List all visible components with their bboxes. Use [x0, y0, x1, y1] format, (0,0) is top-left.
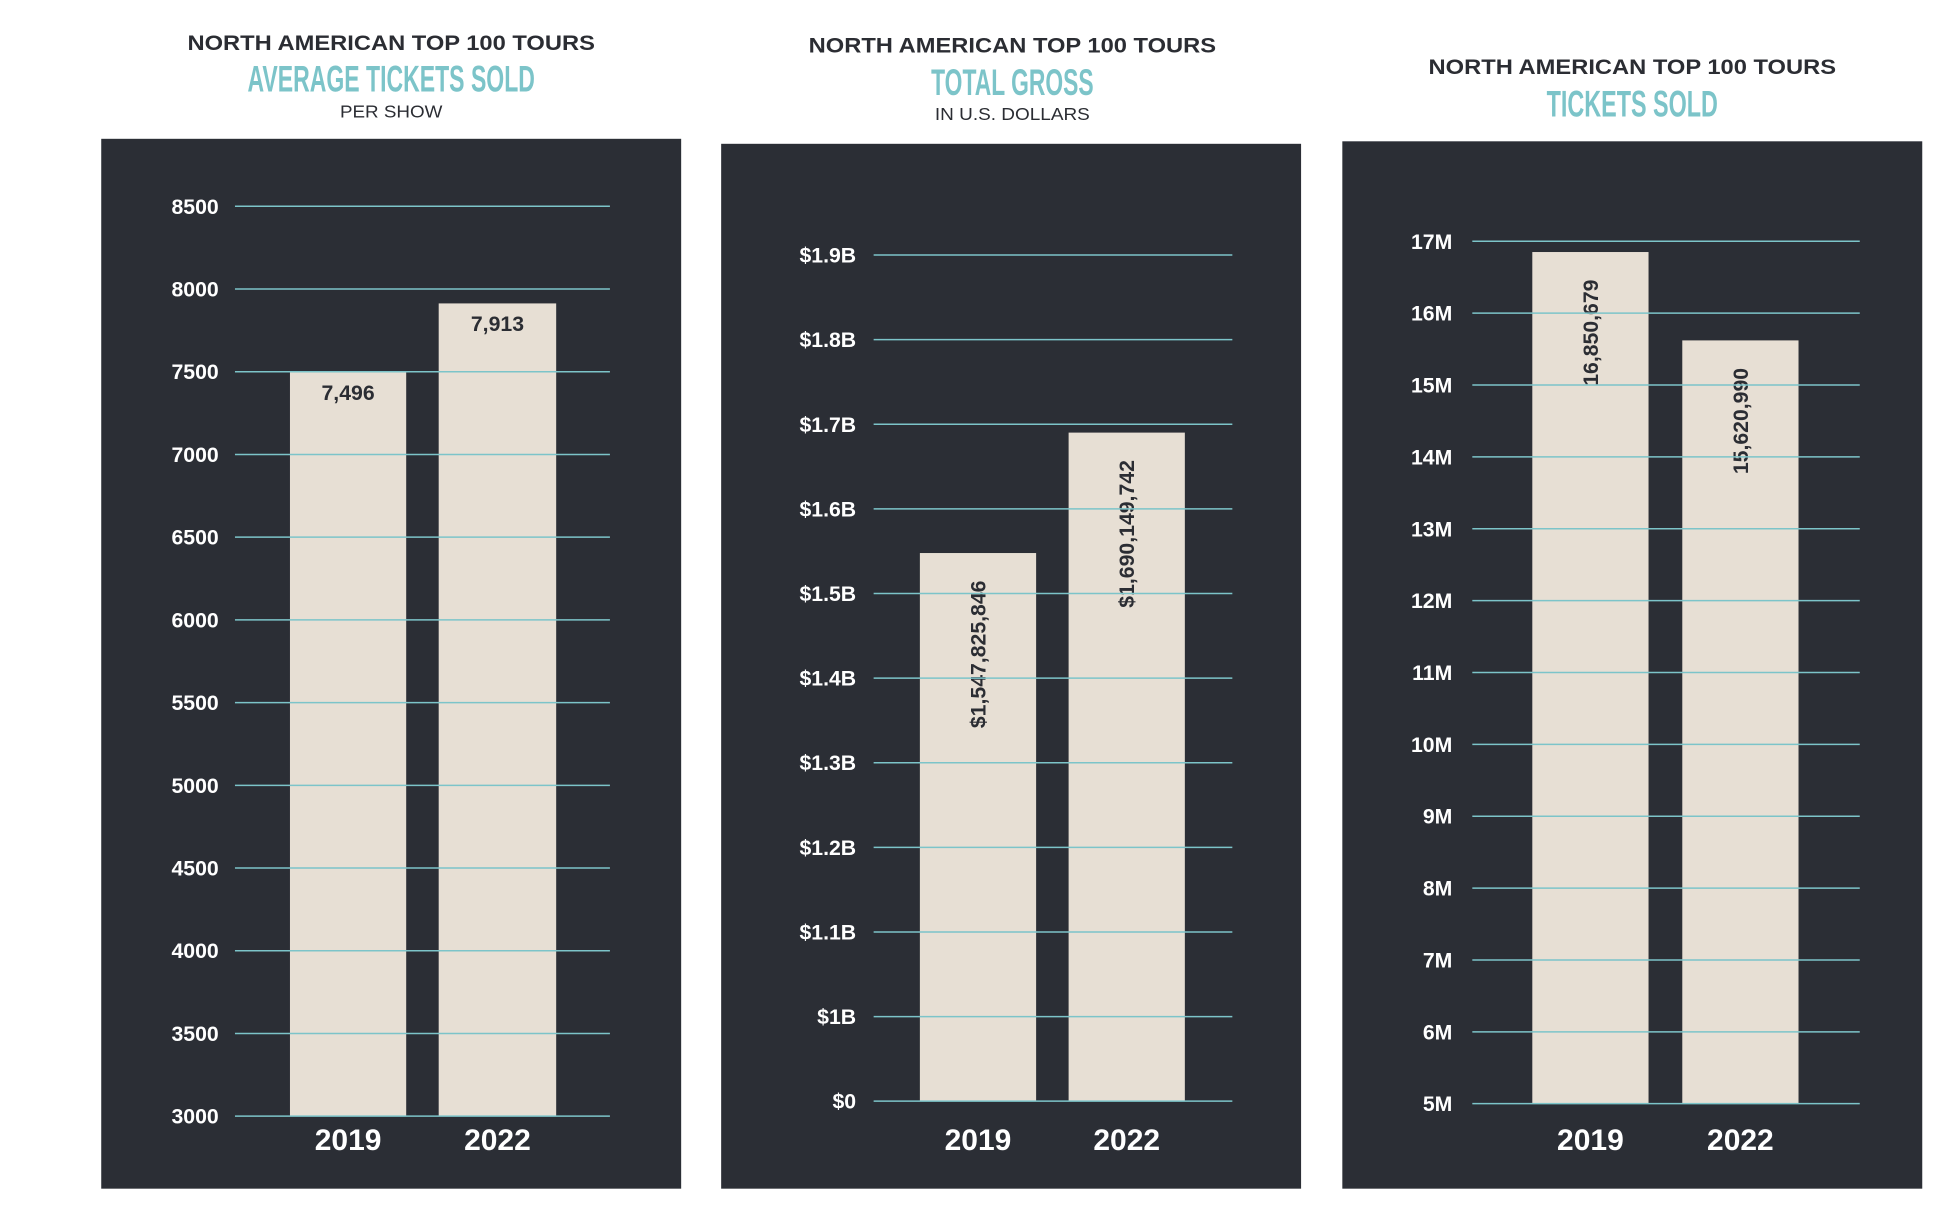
chart-3-title: TICKETS SOLD: [1547, 82, 1718, 124]
bar-2019: [1532, 252, 1649, 1104]
bar-2022: [1068, 432, 1185, 1102]
y-tick-label: $1.4B: [799, 667, 856, 691]
y-tick-label: 7M: [1423, 948, 1453, 972]
y-tick-label: 12M: [1411, 589, 1452, 613]
y-tick-label: $1.6B: [799, 497, 856, 521]
bar-2019: [919, 553, 1037, 1102]
y-tick-label: $1.1B: [799, 920, 856, 944]
data-label: 15,620,990: [1729, 368, 1753, 474]
y-tick-label: $1.2B: [799, 836, 856, 860]
x-tick-label: 2019: [315, 1124, 382, 1157]
y-tick-label: 14M: [1411, 445, 1452, 469]
chart-2-supertitle: NORTH AMERICAN TOP 100 TOURS: [809, 34, 1216, 58]
y-tick-label: $1B: [817, 1005, 856, 1029]
y-tick-label: 13M: [1411, 517, 1452, 541]
y-tick-label: 8000: [171, 278, 218, 302]
chart-3-plot: 5M 6M 7M 8M 9M 10M 11M 12M 13M 14M 15M 16M 17M 16,850…: [1342, 141, 1923, 1189]
chart-2-subtitle: IN U.S. DOLLARS: [935, 104, 1090, 124]
y-tick-label: 16M: [1411, 302, 1452, 326]
y-tick-label: 17M: [1411, 230, 1452, 254]
x-tick-label: 2022: [1707, 1124, 1774, 1157]
y-tick-label: 3500: [171, 1022, 218, 1046]
y-tick-label: $1.3B: [799, 751, 856, 775]
y-tick-label: 15M: [1411, 374, 1452, 398]
y-tick-label: 4500: [171, 857, 218, 881]
y-tick-label: 6M: [1423, 1020, 1453, 1044]
y-tick-label: $1.7B: [799, 413, 856, 437]
y-tick-label: 7000: [171, 443, 218, 467]
chart-2-plot: $0 $1B $1.1B $1.2B $1.3B $1.4B $1.5B $1.6B $1.7B…: [721, 143, 1302, 1189]
y-tick-label: 6500: [171, 526, 218, 550]
x-tick-label: 2022: [1093, 1124, 1160, 1157]
x-tick-label: 2019: [945, 1124, 1012, 1157]
y-tick-label: 3000: [171, 1105, 218, 1129]
y-tick-label: 5000: [171, 774, 218, 798]
data-label: $1,547,825,846: [966, 580, 990, 728]
chart-2-title: TOTAL GROSS: [931, 61, 1093, 103]
bar-2019: [289, 372, 407, 1117]
y-tick-label: 9M: [1423, 805, 1453, 829]
bar-2022: [1682, 340, 1799, 1104]
x-tick-label: 2022: [464, 1124, 531, 1157]
data-label: $1,690,149,742: [1115, 460, 1139, 608]
chart-1-title: AVERAGE TICKETS SOLD: [247, 57, 534, 99]
bar-2022: [438, 303, 557, 1117]
chart-1: NORTH AMERICAN TOP 100 TOURS AVERAGE TIC…: [187, 31, 594, 121]
chart-1-supertitle: NORTH AMERICAN TOP 100 TOURS: [187, 31, 594, 55]
y-tick-label: $1.8B: [799, 328, 856, 352]
y-tick-label: 4000: [171, 939, 218, 963]
chart-3: NORTH AMERICAN TOP 100 TOURS TICKETS SOL…: [1429, 55, 1836, 124]
chart-3-supertitle: NORTH AMERICAN TOP 100 TOURS: [1429, 55, 1836, 79]
x-tick-label: 2019: [1557, 1124, 1624, 1157]
data-label: 16,850,679: [1579, 279, 1603, 385]
y-tick-label: 10M: [1411, 733, 1452, 757]
y-tick-label: 8M: [1423, 877, 1453, 901]
y-tick-label: 5500: [171, 691, 218, 715]
y-tick-label: 11M: [1412, 661, 1452, 685]
y-tick-label: $1.5B: [799, 582, 856, 606]
chart-1-plot: 3000 3500 4000 4500 5000 5500 6000 6500 7000 7500…: [101, 138, 682, 1189]
chart-2: NORTH AMERICAN TOP 100 TOURS TOTAL GROSS…: [809, 34, 1216, 124]
y-tick-label: 8500: [171, 195, 218, 219]
data-label: 7,913: [471, 312, 524, 336]
data-label: 7,496: [322, 381, 375, 405]
y-tick-label: 5M: [1423, 1092, 1453, 1116]
y-tick-label: 7500: [171, 360, 218, 384]
chart-1-subtitle: PER SHOW: [340, 102, 443, 122]
y-tick-label: $0: [833, 1090, 857, 1114]
y-tick-label: $1.9B: [799, 244, 856, 268]
y-tick-label: 6000: [171, 608, 218, 632]
